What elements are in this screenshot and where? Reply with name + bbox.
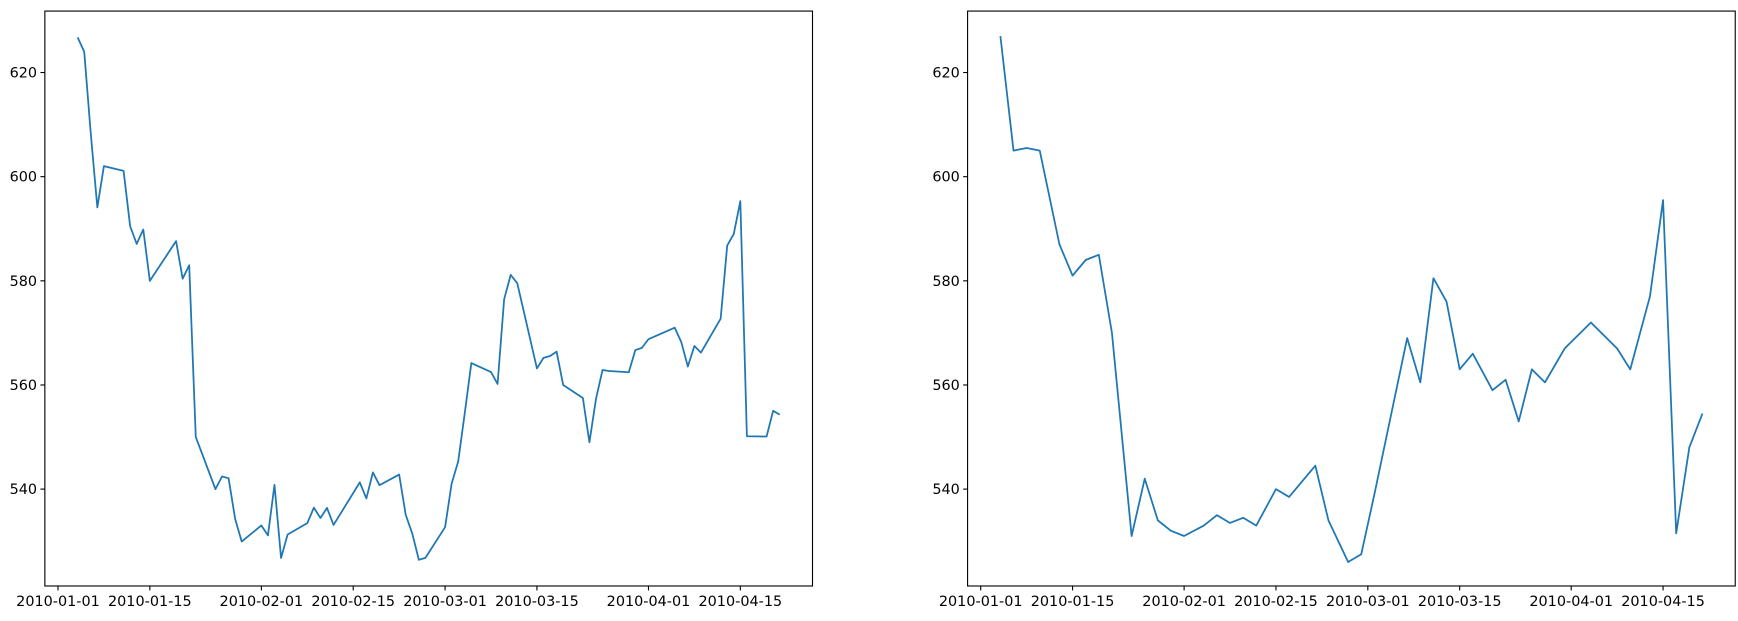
x-tick-label: 2010-02-01 bbox=[1142, 594, 1226, 610]
y-tick-label: 620 bbox=[10, 66, 37, 82]
x-tick-label: 2010-01-01 bbox=[16, 594, 100, 610]
line bbox=[999, 35, 1704, 563]
x-tick-label: 2010-04-15 bbox=[1621, 594, 1705, 610]
x-tick-label: 2010-02-01 bbox=[220, 594, 304, 610]
x-tick-label: 2010-02-15 bbox=[311, 594, 395, 610]
x-tick-label: 2010-01-15 bbox=[1031, 594, 1115, 610]
y-tick-label: 620 bbox=[932, 66, 959, 82]
axes-frame bbox=[967, 10, 1736, 587]
x-tick-label: 2010-03-15 bbox=[1418, 594, 1502, 610]
y-tick-label: 580 bbox=[932, 274, 959, 290]
x-tick-label: 2010-04-01 bbox=[1529, 594, 1613, 610]
x-tick-label: 2010-03-01 bbox=[403, 594, 487, 610]
x-tick-label: 2010-04-01 bbox=[607, 594, 691, 610]
x-tick-label: 2010-01-01 bbox=[939, 594, 1023, 610]
y-tick-label: 540 bbox=[932, 482, 959, 498]
x-tick-label: 2010-03-01 bbox=[1326, 594, 1410, 610]
x-tick-label: 2010-01-15 bbox=[108, 594, 192, 610]
y-tick-label: 580 bbox=[10, 274, 37, 290]
y-tick-label: 600 bbox=[10, 170, 37, 186]
x-tick-label: 2010-03-15 bbox=[495, 594, 579, 610]
y-tick-label: 600 bbox=[932, 170, 959, 186]
axes-frame bbox=[44, 10, 814, 587]
x-tick-label: 2010-02-15 bbox=[1234, 594, 1318, 610]
x-tick-label: 2010-04-15 bbox=[699, 594, 783, 610]
line bbox=[76, 37, 781, 561]
y-tick-label: 560 bbox=[932, 378, 959, 394]
y-tick-label: 560 bbox=[10, 378, 37, 394]
y-tick-label: 540 bbox=[10, 482, 37, 498]
